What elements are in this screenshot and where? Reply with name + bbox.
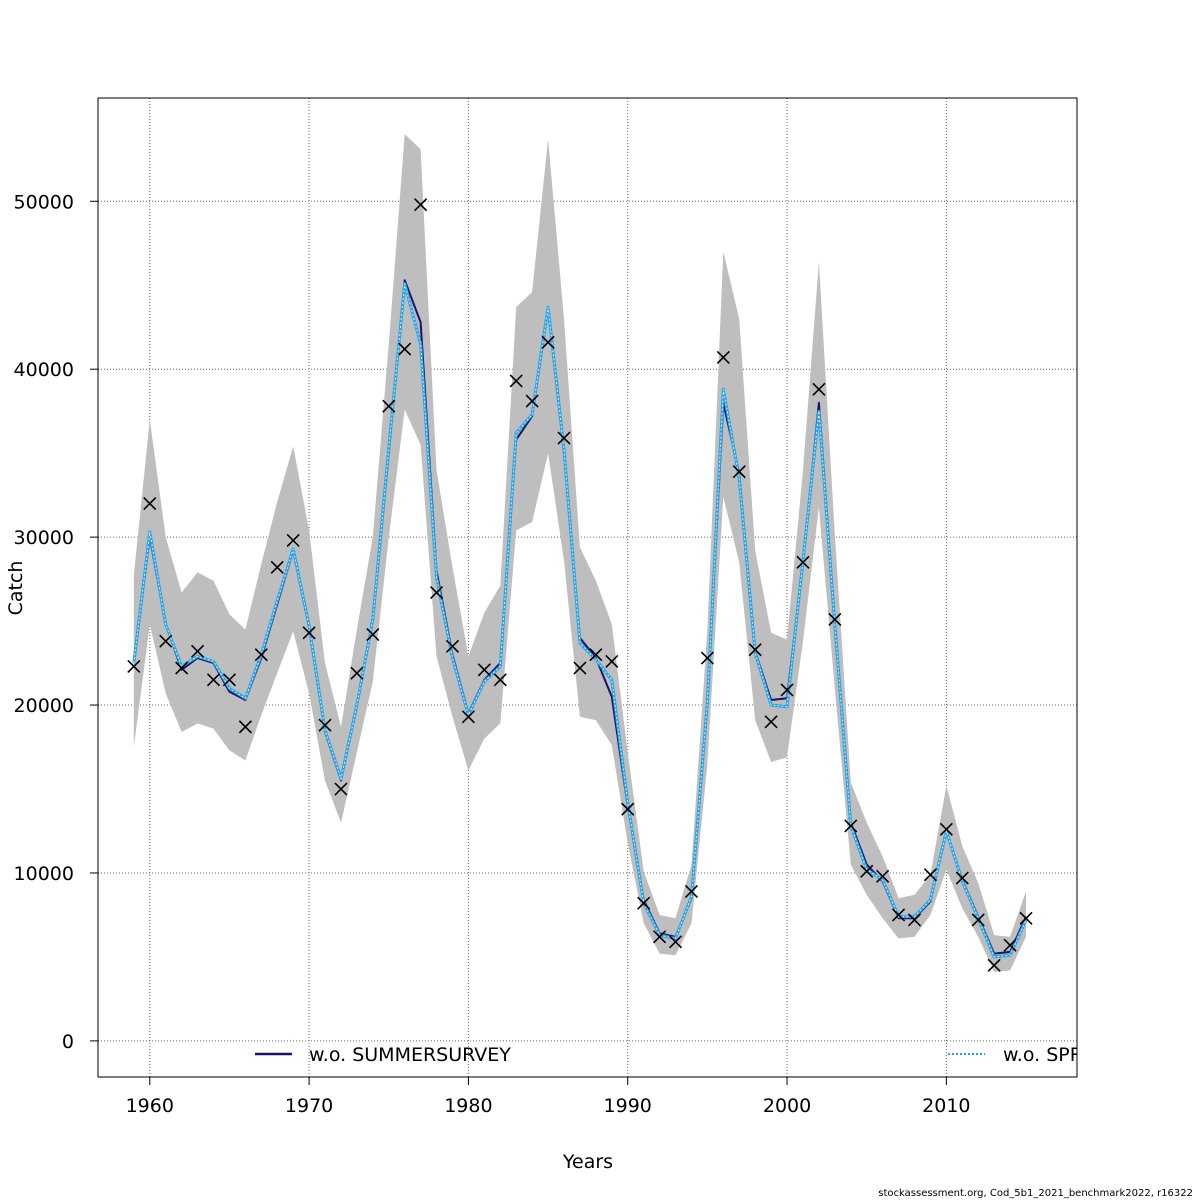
observation-marker bbox=[366, 627, 380, 642]
observation-marker bbox=[1019, 911, 1033, 925]
observation-marker bbox=[891, 908, 906, 922]
y-tick-label: 10000 bbox=[14, 863, 74, 885]
y-axis-title: Catch bbox=[5, 561, 27, 616]
observation-marker bbox=[159, 634, 173, 648]
x-tick-label: 1990 bbox=[604, 1095, 652, 1117]
observation-marker bbox=[350, 666, 364, 680]
observation-marker bbox=[605, 654, 619, 668]
observation-marker bbox=[987, 958, 1001, 972]
observation-marker bbox=[796, 555, 810, 569]
observation-marker bbox=[971, 913, 985, 927]
observation-marker bbox=[684, 884, 699, 899]
observation-marker bbox=[334, 782, 348, 796]
y-tick-label: 40000 bbox=[14, 359, 74, 381]
y-tick-label: 50000 bbox=[14, 191, 74, 213]
x-tick-label: 1980 bbox=[444, 1095, 492, 1117]
observation-marker bbox=[143, 496, 157, 511]
observation-marker bbox=[382, 399, 396, 413]
observation-marker bbox=[876, 869, 890, 883]
observation-marker bbox=[923, 868, 937, 882]
observation-marker bbox=[509, 374, 523, 388]
confidence-band bbox=[133, 134, 1027, 973]
observation-marker bbox=[238, 720, 252, 734]
observations-layer bbox=[127, 198, 1033, 972]
observation-marker bbox=[127, 659, 141, 673]
observation-marker bbox=[812, 382, 826, 396]
x-tick-label: 2010 bbox=[922, 1095, 970, 1117]
observation-marker bbox=[318, 718, 332, 732]
y-tick-label: 20000 bbox=[14, 695, 74, 717]
observation-marker bbox=[286, 533, 300, 548]
y-axis: 0 10000 20000 30000 40000 50000 bbox=[14, 191, 98, 1053]
observation-marker bbox=[493, 673, 507, 687]
series-layer bbox=[132, 279, 1028, 959]
observation-marker bbox=[477, 663, 491, 677]
observation-marker bbox=[700, 651, 714, 665]
observation-marker bbox=[254, 648, 268, 662]
legend-label-springsurvey: w.o. SPRINGSURVEY bbox=[1003, 1044, 1193, 1066]
observation-marker bbox=[653, 930, 667, 944]
x-axis: 1960 1970 1980 1990 2000 2010 bbox=[126, 1077, 971, 1117]
observation-marker bbox=[429, 585, 444, 600]
observation-marker bbox=[270, 560, 284, 574]
observation-marker bbox=[764, 715, 778, 729]
y-tick-label: 0 bbox=[62, 1031, 74, 1053]
observation-marker bbox=[716, 350, 730, 365]
observation-marker bbox=[939, 822, 953, 836]
observation-marker bbox=[637, 896, 651, 910]
observation-marker bbox=[445, 639, 460, 653]
observation-marker bbox=[525, 394, 539, 408]
x-tick-label: 1970 bbox=[285, 1095, 333, 1117]
observation-marker bbox=[860, 864, 874, 878]
observation-marker bbox=[206, 673, 221, 687]
observation-marker bbox=[668, 935, 683, 949]
observation-marker bbox=[828, 612, 842, 626]
observation-marker bbox=[844, 819, 858, 833]
observation-marker bbox=[732, 465, 746, 479]
x-tick-label: 1960 bbox=[126, 1095, 174, 1117]
footer-credit: stockassessment.org, Cod_5b1_2021_benchm… bbox=[878, 1188, 1193, 1199]
observation-marker bbox=[222, 673, 237, 687]
legend: w.o. SUMMERSURVEY w.o. SPRINGSURVEY bbox=[255, 1044, 1193, 1066]
y-tick-label: 30000 bbox=[14, 527, 74, 549]
observation-marker bbox=[557, 431, 571, 445]
observation-marker bbox=[621, 802, 635, 816]
observation-marker bbox=[461, 710, 475, 724]
observation-marker bbox=[907, 913, 922, 927]
series-line-springsurvey-dash bbox=[133, 283, 1027, 958]
observation-marker bbox=[175, 661, 189, 675]
observation-marker bbox=[748, 643, 762, 657]
observation-marker bbox=[589, 648, 603, 662]
observation-marker bbox=[780, 683, 794, 697]
plot-frame bbox=[97, 97, 1078, 1078]
legend-label-summersurvey: w.o. SUMMERSURVEY bbox=[309, 1044, 511, 1066]
observation-marker bbox=[955, 871, 969, 885]
x-axis-title: Years bbox=[562, 1151, 613, 1173]
observation-marker bbox=[573, 661, 587, 675]
observation-marker bbox=[1003, 938, 1017, 952]
observation-marker bbox=[398, 342, 412, 356]
observation-marker bbox=[541, 335, 555, 349]
observation-marker bbox=[302, 626, 316, 640]
plot-area: w.o. SUMMERSURVEY w.o. SPRINGSURVEY bbox=[127, 134, 1193, 1066]
x-tick-label: 2000 bbox=[763, 1095, 811, 1117]
observation-marker bbox=[414, 198, 428, 212]
observation-marker bbox=[191, 644, 205, 658]
